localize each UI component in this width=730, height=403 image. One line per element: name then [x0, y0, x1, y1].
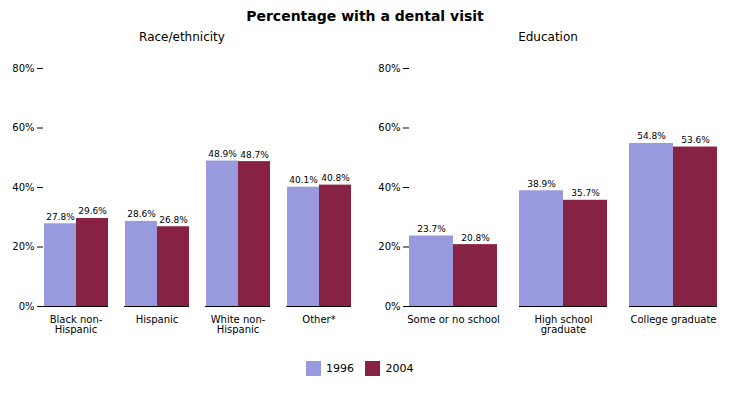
svg-text:0%: 0% — [19, 301, 35, 312]
html-text:Education: Education — [518, 30, 578, 44]
svg-text:38.9%: 38.9% — [527, 179, 556, 189]
svg-text:80%: 80% — [12, 63, 34, 74]
svg-text:20.8%: 20.8% — [461, 233, 490, 243]
html-text:Percentage with a dental visit: Percentage with a dental visit — [246, 8, 484, 24]
svg-text:40%: 40% — [12, 182, 34, 193]
svg-text:40.1%: 40.1% — [289, 175, 318, 185]
svg-text:60%: 60% — [378, 122, 400, 133]
html-text:2004: 2004 — [385, 362, 414, 375]
svg-text:26.8%: 26.8% — [159, 215, 188, 225]
svg-text:27.8%: 27.8% — [46, 212, 75, 222]
svg-text:28.6%: 28.6% — [127, 209, 156, 219]
svg-text:Some or no school: Some or no school — [407, 314, 500, 325]
svg-text:College graduate: College graduate — [631, 314, 717, 325]
svg-text:Hispanic: Hispanic — [136, 314, 179, 325]
svg-text:Other*: Other* — [302, 314, 335, 325]
svg-text:48.7%: 48.7% — [240, 150, 269, 160]
svg-text:High schoolgraduate: High schoolgraduate — [534, 314, 592, 335]
svg-text:White non-Hispanic: White non-Hispanic — [211, 314, 266, 335]
svg-text:20%: 20% — [378, 241, 400, 252]
svg-text:54.8%: 54.8% — [637, 131, 666, 141]
svg-text:80%: 80% — [378, 63, 400, 74]
svg-text:29.6%: 29.6% — [78, 206, 107, 216]
svg-text:53.6%: 53.6% — [681, 135, 710, 145]
svg-text:60%: 60% — [12, 122, 34, 133]
html-text:Race/ethnicity: Race/ethnicity — [139, 30, 225, 44]
html-text:1996: 1996 — [326, 362, 354, 375]
svg-text:20%: 20% — [12, 241, 34, 252]
svg-text:40%: 40% — [378, 182, 400, 193]
svg-text:48.9%: 48.9% — [208, 149, 237, 159]
svg-text:0%: 0% — [385, 301, 401, 312]
svg-text:35.7%: 35.7% — [571, 188, 600, 198]
svg-text:Black non-Hispanic: Black non-Hispanic — [50, 314, 103, 335]
svg-text:40.8%: 40.8% — [321, 173, 350, 183]
svg-text:23.7%: 23.7% — [417, 224, 446, 234]
